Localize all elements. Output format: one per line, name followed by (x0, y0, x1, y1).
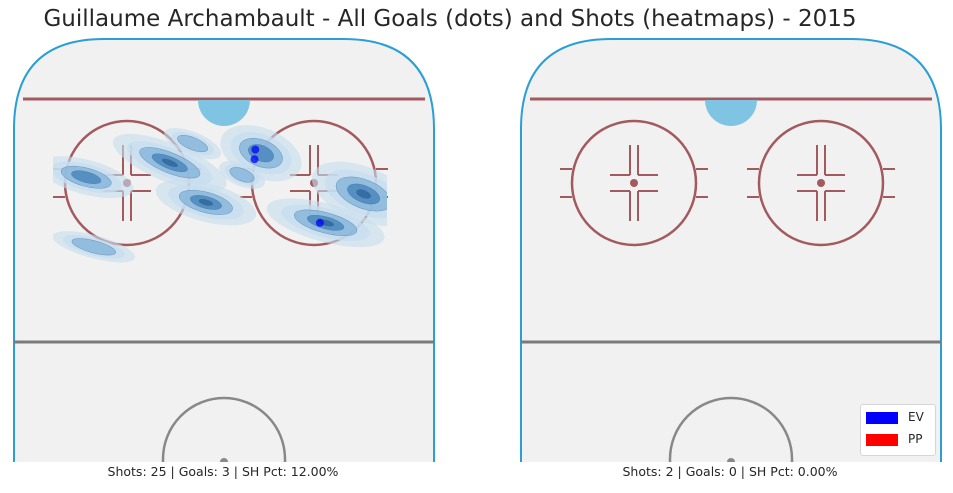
faceoff-ring (570, 119, 698, 247)
heat-contour (177, 135, 208, 153)
heat-contour (198, 199, 214, 206)
faceoff-circle-left (560, 119, 708, 247)
rink-ice (521, 39, 941, 462)
caption-right: Shots: 2 | Goals: 0 | SH Pct: 0.00% (622, 464, 838, 479)
chart-title: Guillaume Archambault - All Goals (dots)… (43, 6, 857, 32)
legend-label-ev: EV (908, 410, 924, 424)
rink-left (13, 38, 435, 462)
goal-crease (705, 100, 757, 126)
legend-swatch-pp (866, 434, 898, 446)
heat-contour (161, 158, 178, 168)
legend-item-pp: PP (866, 432, 934, 448)
faceoff-circle-right (747, 119, 895, 247)
caption-left: Shots: 25 | Goals: 3 | SH Pct: 12.00% (107, 464, 339, 479)
rink-boards (13, 38, 435, 462)
goal-dot-1 (251, 145, 260, 154)
heat-contour (71, 238, 116, 256)
goal-dot-2 (250, 155, 259, 164)
center-circle (668, 396, 794, 462)
legend-label-pp: PP (908, 432, 923, 446)
center-circle (161, 396, 287, 462)
heat-contour (71, 170, 102, 184)
heat-layer (53, 125, 387, 263)
rink-boards (520, 38, 942, 462)
heat-contour (229, 167, 255, 183)
rink-right (520, 38, 942, 462)
center-dot (220, 458, 228, 462)
goal-crease (198, 100, 250, 126)
faceoff-dot (630, 179, 638, 187)
faceoff-ring (757, 119, 885, 247)
legend-item-ev: EV (866, 410, 934, 426)
center-dot (727, 458, 735, 462)
goal-dot-3 (315, 218, 324, 227)
heat-contour (356, 189, 371, 199)
faceoff-dot (817, 179, 825, 187)
legend-swatch-ev (866, 412, 898, 424)
legend: EV PP (860, 404, 936, 456)
